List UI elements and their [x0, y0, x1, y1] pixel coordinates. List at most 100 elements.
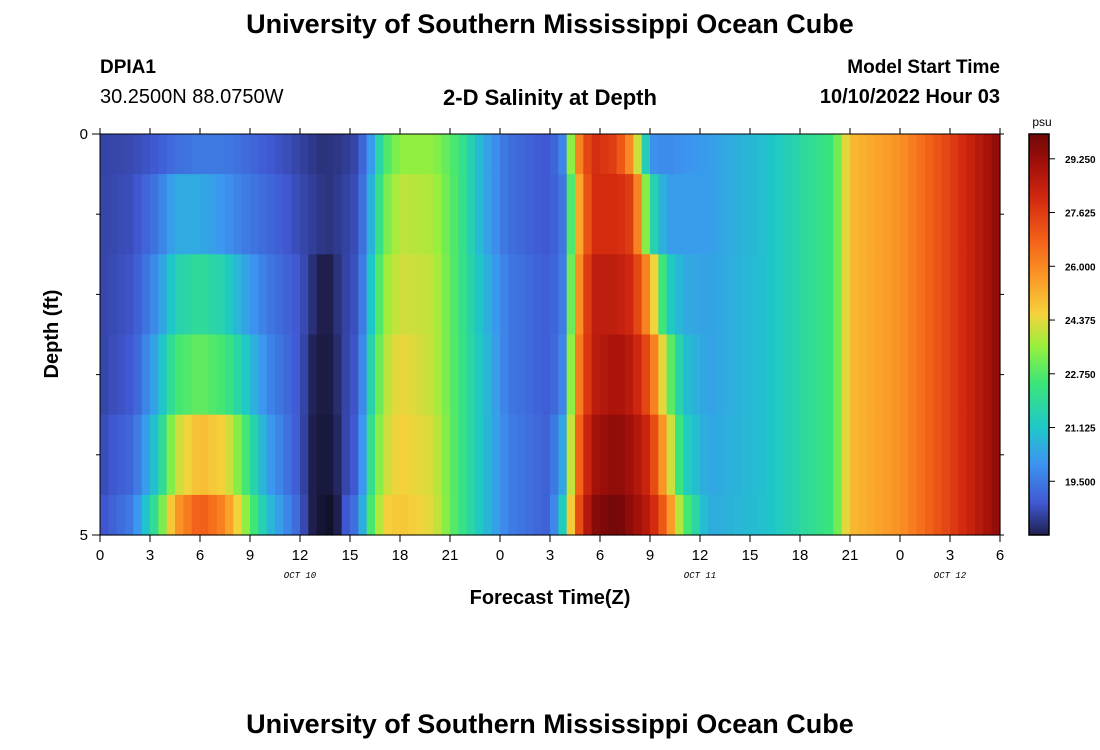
heatmap-cell: [191, 334, 201, 416]
heatmap-cell: [841, 254, 851, 336]
heatmap-cell: [650, 494, 659, 536]
heatmap-cell: [575, 334, 584, 416]
heatmap-cell: [766, 334, 776, 416]
heatmap-cell: [683, 494, 693, 536]
heatmap-cell: [508, 134, 518, 175]
heatmap-cell: [750, 254, 759, 336]
heatmap-cell: [525, 414, 534, 496]
heatmap-cell: [683, 334, 693, 416]
heatmap-cell: [200, 414, 209, 496]
heatmap-cell: [591, 174, 601, 255]
heatmap-cell: [216, 134, 226, 175]
heatmap-cell: [641, 134, 651, 175]
heatmap-cell: [208, 174, 218, 255]
heatmap-cell: [166, 334, 176, 416]
heatmap-cell: [141, 174, 151, 255]
heatmap-cell: [183, 334, 193, 416]
heatmap-cell: [183, 254, 193, 336]
y-tick-label: 5: [80, 527, 88, 544]
heatmap-cell: [941, 334, 951, 416]
heatmap-cell: [141, 494, 151, 536]
heatmap-cell: [333, 254, 343, 336]
heatmap-cell: [450, 334, 459, 416]
heatmap-cell: [533, 174, 543, 255]
heatmap-cell: [633, 494, 643, 536]
heatmap-cell: [100, 494, 109, 536]
heatmap-cell: [350, 254, 359, 336]
station-coordinates: 30.2500N 88.0750W: [100, 86, 284, 108]
heatmap-cell: [216, 494, 226, 536]
heatmap-cell: [525, 174, 534, 255]
heatmap-cell: [341, 174, 351, 255]
heatmap-cell: [450, 254, 459, 336]
heatmap-cell: [141, 134, 151, 175]
heatmap-cell: [341, 334, 351, 416]
heatmap-cell: [725, 254, 734, 336]
heatmap-cell: [525, 134, 534, 175]
heatmap-cell: [208, 254, 218, 336]
heatmap-cell: [133, 334, 143, 416]
heatmap-cell: [400, 174, 409, 255]
heatmap-cell: [883, 494, 893, 536]
heatmap-cell: [525, 494, 534, 536]
heatmap-cell: [308, 334, 318, 416]
heatmap-cell: [366, 414, 376, 496]
heatmap-cell: [783, 494, 793, 536]
heatmap-cell: [183, 174, 193, 255]
heatmap-cell: [750, 134, 759, 175]
heatmap-cell: [991, 134, 1001, 175]
heatmap-cell: [866, 134, 876, 175]
heatmap-cell: [608, 494, 618, 536]
heatmap-cell: [300, 414, 309, 496]
heatmap-cell: [941, 174, 951, 255]
heatmap-cell: [966, 334, 976, 416]
heatmap-cell: [666, 494, 676, 536]
heatmap-cell: [116, 134, 126, 175]
heatmap-cell: [725, 134, 734, 175]
heatmap-cell: [775, 254, 784, 336]
heatmap-cell: [300, 254, 309, 336]
heatmap-cell: [250, 414, 259, 496]
heatmap-cell: [900, 174, 909, 255]
heatmap-cell: [850, 334, 859, 416]
heatmap-cell: [616, 494, 626, 536]
heatmap-cell: [241, 254, 251, 336]
heatmap-cell: [275, 134, 284, 175]
heatmap-cell: [516, 174, 526, 255]
heatmap-cell: [133, 414, 143, 496]
heatmap-cell: [475, 494, 484, 536]
heatmap-cell: [116, 494, 126, 536]
heatmap-cell: [850, 254, 859, 336]
heatmap-cell: [950, 134, 959, 175]
heatmap-cell: [750, 494, 759, 536]
heatmap-cell: [466, 334, 476, 416]
heatmap-cell: [158, 254, 168, 336]
colorbar-tick-label: 29.250: [1065, 155, 1096, 166]
heatmap-cell: [500, 134, 509, 175]
heatmap-cells: [100, 134, 1001, 536]
heatmap-cell: [175, 414, 184, 496]
heatmap-cell: [208, 134, 218, 175]
heatmap-cell: [108, 334, 118, 416]
heatmap-cell: [575, 254, 584, 336]
heatmap-cell: [291, 254, 301, 336]
heatmap-cell: [133, 254, 143, 336]
heatmap-cell: [491, 414, 501, 496]
heatmap-cell: [641, 494, 651, 536]
heatmap-cell: [875, 414, 884, 496]
heatmap-cell: [283, 134, 293, 175]
heatmap-cell: [716, 334, 726, 416]
heatmap-cell: [150, 334, 159, 416]
heatmap-cell: [158, 334, 168, 416]
heatmap-cell: [758, 334, 768, 416]
heatmap-cell: [400, 254, 409, 336]
heatmap-cell: [783, 134, 793, 175]
heatmap-cell: [766, 494, 776, 536]
heatmap-cell: [450, 134, 459, 175]
heatmap-cell: [725, 334, 734, 416]
heatmap-cell: [291, 414, 301, 496]
heatmap-cell: [400, 414, 409, 496]
heatmap-cell: [883, 174, 893, 255]
heatmap-cell: [116, 254, 126, 336]
heatmap-cell: [983, 174, 993, 255]
